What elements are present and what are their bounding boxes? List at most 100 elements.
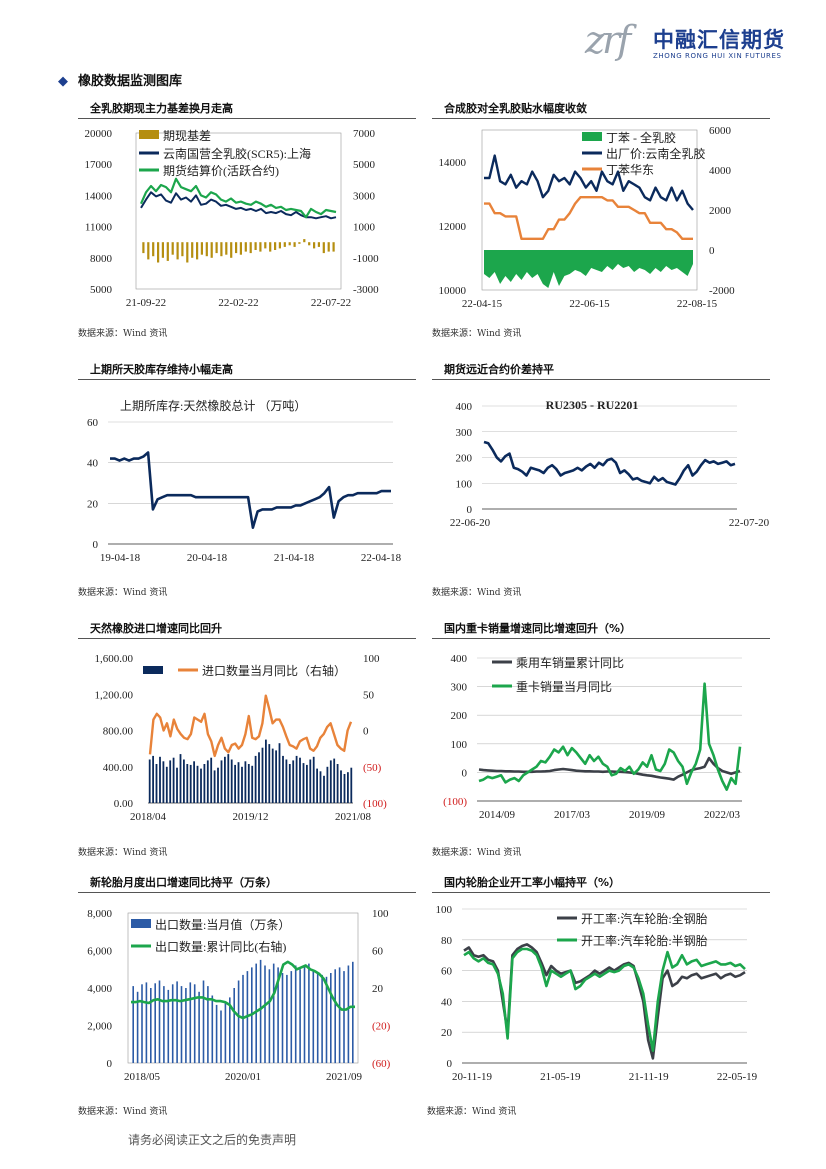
import-bar-58: [347, 772, 349, 803]
source-note-2: 数据来源：Wind 资讯: [432, 329, 522, 339]
yleft-tick-0: 8,000: [87, 908, 112, 920]
import-bar-2: [155, 764, 158, 803]
legend-basis-label: 期现基差: [163, 129, 211, 143]
c0-xtick-1: 22-02-22: [218, 297, 258, 309]
export-bar-3: [145, 982, 148, 1063]
export-bar-9: [171, 984, 174, 1064]
chart-title-2: 合成胶对全乳胶贴水幅度收敛: [444, 102, 587, 115]
export-bar-19: [215, 1004, 218, 1063]
export-bar-10: [176, 981, 178, 1063]
export-bar-42: [316, 973, 319, 1063]
import-bar-16: [203, 764, 206, 803]
title-rule-2: [432, 118, 770, 119]
chart-inner-title: RU2305 - RU2201: [546, 398, 639, 412]
yleft-tick-2: 800.00: [103, 726, 134, 738]
basis-bar-25: [264, 242, 267, 249]
yleft-tick-4: 0.00: [114, 798, 134, 810]
import-bar-48: [312, 756, 315, 803]
legend-heavy-truck-label: 重卡销量当月同比: [516, 680, 612, 694]
import-bar-22: [224, 756, 226, 803]
export-bar-22: [229, 997, 231, 1063]
import-bar-47: [309, 759, 312, 803]
chart-inner-title: 上期所库存:天然橡胶总计 （万吨）: [120, 398, 306, 413]
yright-tick-2: 20: [372, 983, 384, 995]
c0-xtick-2: 22-07-22: [311, 297, 351, 309]
import-bar-50: [319, 771, 322, 803]
title-rule-7: [78, 892, 416, 893]
export-bar-48: [343, 971, 345, 1063]
legend-basis-swatch: [139, 130, 159, 139]
export-bar-35: [286, 974, 288, 1063]
y-tick-3: 0: [93, 539, 99, 551]
export-bar-30: [264, 965, 266, 1063]
export-bar-29: [259, 959, 262, 1063]
title-rule-8: [432, 892, 770, 893]
y-tick-0: 100: [436, 904, 453, 916]
import-bar-17: [206, 760, 209, 803]
export-bar-16: [202, 980, 205, 1063]
import-yoy-line: [148, 694, 353, 758]
series-1-line: [463, 947, 746, 1052]
import-bar-45: [302, 763, 305, 803]
export-bar-18: [211, 995, 214, 1063]
basis-bar-5: [166, 242, 169, 261]
import-bar-28: [244, 761, 247, 803]
y-tick-0: 60: [87, 417, 99, 429]
export-bar-38: [299, 969, 301, 1064]
c1-xtick-0: 22-04-15: [462, 298, 503, 310]
yleft-tick-4: 0: [107, 1058, 113, 1070]
export-bar-40: [308, 963, 310, 1063]
import-bar-4: [162, 761, 165, 803]
import-bar-33: [261, 747, 264, 803]
y-tick-2: 200: [456, 453, 473, 465]
import-bar-26: [237, 762, 240, 803]
export-bar-15: [198, 991, 200, 1064]
export-bar-23: [233, 988, 235, 1063]
export-bar-20: [220, 1010, 222, 1063]
import-bar-19: [213, 770, 216, 803]
yright-tick-4: (60): [372, 1058, 391, 1070]
chart-title-5: 天然橡胶进口增速同比回升: [90, 622, 222, 635]
export-bar-43: [321, 974, 323, 1063]
c4-xtick-2: 2021/08: [335, 811, 372, 823]
export-bar-33: [277, 967, 279, 1063]
c6-xtick-1: 2020/01: [225, 1071, 261, 1083]
yright-tick-5: -3000: [353, 284, 379, 296]
import-bar-23: [227, 754, 230, 803]
plot-frame: [481, 129, 698, 291]
basis-bar-28: [278, 242, 281, 249]
export-bar-12: [185, 988, 187, 1063]
section-heading: ◆ 橡胶数据监测图库: [58, 70, 182, 89]
import-bar-40: [285, 759, 288, 803]
c2-xtick-0: 19-04-18: [100, 552, 141, 564]
export-bar-24: [237, 980, 240, 1063]
basis-bar-36: [317, 242, 320, 247]
import-bar-27: [241, 766, 243, 804]
export-bar-39: [303, 967, 306, 1063]
export-bar-5: [154, 983, 156, 1063]
basis-bar-1: [147, 242, 150, 260]
import-bar-24: [230, 759, 233, 803]
export-bar-31: [268, 969, 271, 1064]
import-bar-59: [350, 767, 353, 803]
import-bar-1: [152, 755, 154, 803]
basis-bar-11: [196, 242, 199, 260]
scr5-line: [140, 191, 337, 220]
y-tick-4: 0: [467, 504, 473, 516]
import-bar-57: [343, 774, 346, 803]
import-bar-54: [333, 758, 336, 803]
y-tick-1: 300: [451, 682, 468, 694]
basis-bar-26: [269, 242, 272, 252]
y-tick-1: 40: [87, 458, 99, 470]
series-1-line: [478, 682, 742, 791]
brand-logo: zrf 中融汇信期货 ZHONG RONG HUI XIN FUTURES: [585, 18, 785, 64]
c5-xtick-3: 2022/03: [704, 809, 741, 821]
import-bar-5: [165, 766, 168, 804]
chart-truck-sales: 400 300 200 100 0 (100) 2014/09 2017/03 2019/09 2…: [443, 653, 742, 821]
title-rule-1: [78, 118, 416, 119]
export-bar-28: [255, 963, 257, 1063]
export-bar-34: [281, 973, 284, 1063]
basis-bar-19: [235, 242, 238, 254]
title-rule-3: [78, 379, 416, 380]
basis-bar-34: [308, 242, 311, 246]
